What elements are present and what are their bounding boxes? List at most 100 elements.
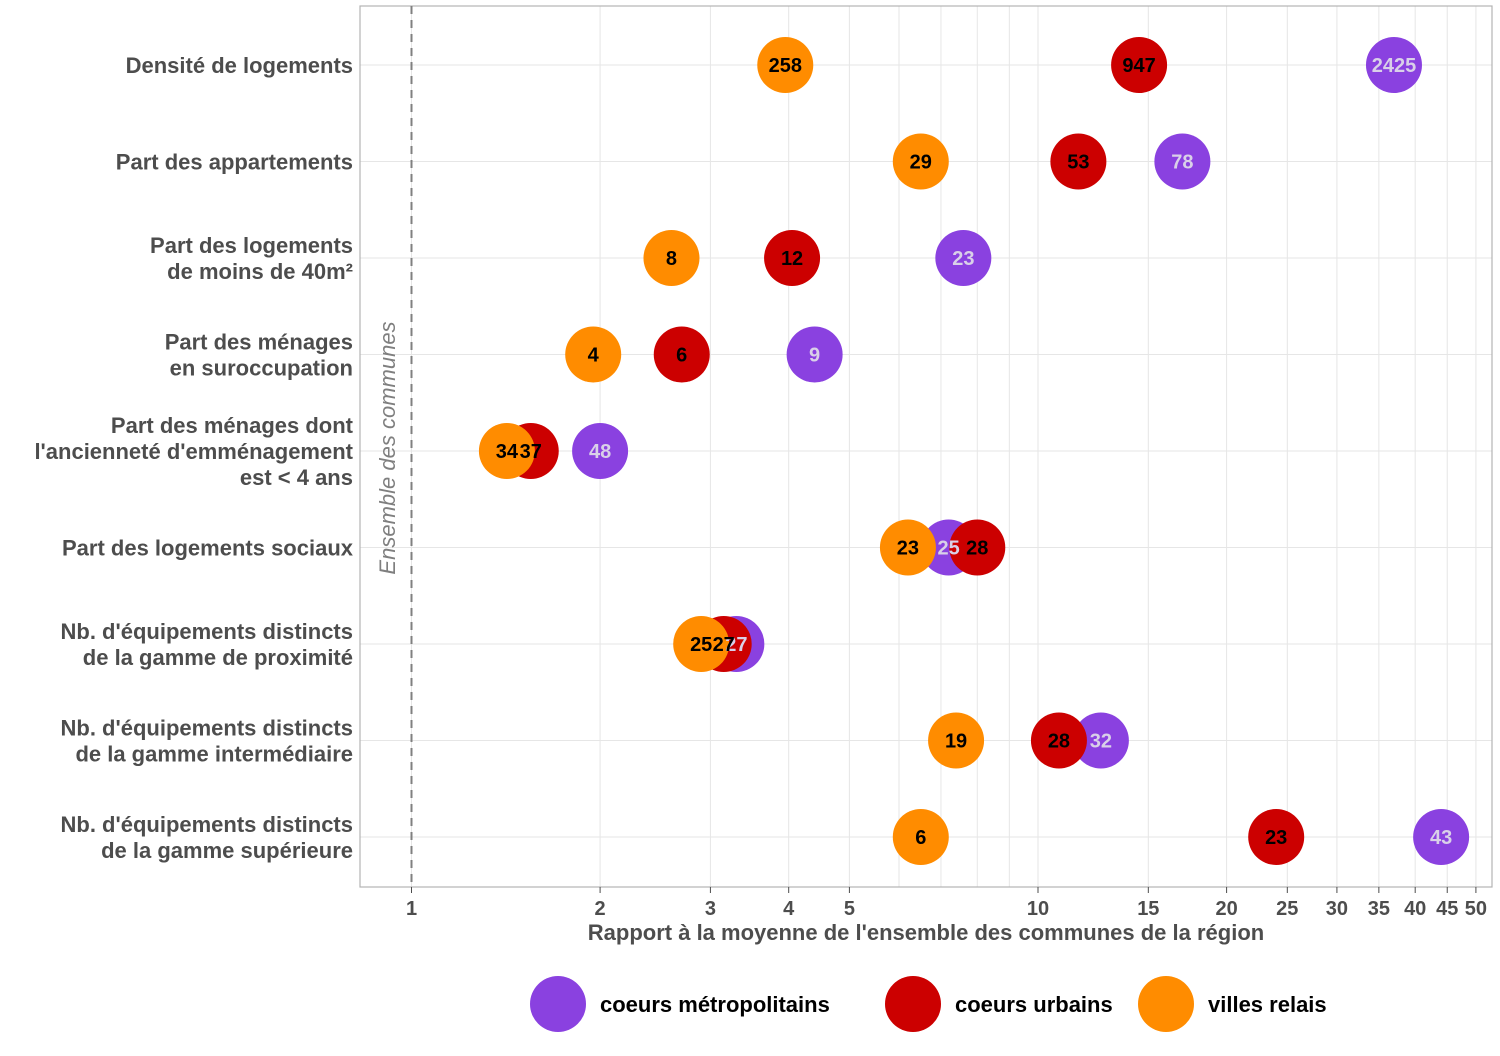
category-label: Part des ménages dont — [111, 413, 354, 438]
category-label: de la gamme supérieure — [101, 838, 353, 863]
legend-swatch — [530, 976, 586, 1032]
x-tick-label: 50 — [1465, 898, 1487, 920]
legend-label: coeurs urbains — [955, 992, 1113, 1017]
data-point-label: 4 — [588, 345, 600, 367]
x-tick-label: 25 — [1276, 898, 1298, 920]
data-point-label: 947 — [1122, 55, 1155, 77]
data-point-label: 19 — [945, 731, 967, 753]
data-point — [1072, 712, 1129, 769]
data-point — [1050, 133, 1107, 190]
data-point — [1030, 712, 1087, 769]
point-labels: 2425782394825273243947531263728272823258… — [496, 55, 1452, 849]
data-point — [935, 230, 992, 286]
category-label: Densité de logements — [126, 53, 353, 78]
data-point-label: 2425 — [1372, 55, 1417, 77]
data-point-label: 43 — [1430, 827, 1452, 849]
data-point-label: 53 — [1067, 152, 1089, 174]
data-point-label: 28 — [966, 538, 988, 560]
data-point — [786, 326, 843, 383]
data-point — [928, 712, 985, 769]
reference-line-group: Ensemble des communes — [375, 6, 413, 887]
x-tick-label: 3 — [705, 898, 716, 920]
x-tick-label: 20 — [1215, 898, 1237, 920]
x-tick-label: 45 — [1436, 898, 1458, 920]
legend-swatch — [885, 976, 941, 1032]
data-point — [572, 423, 629, 479]
x-axis-ticks: 1 2 3 4 5 10 15 20 25 30 35 40 45 50 — [406, 887, 1487, 920]
data-point-label: 6 — [915, 827, 926, 849]
category-label: est < 4 ans — [240, 465, 353, 490]
data-point-label: 32 — [1090, 731, 1112, 753]
legend-label: villes relais — [1208, 992, 1327, 1017]
x-axis-title: Rapport à la moyenne de l'ensemble des c… — [588, 920, 1264, 945]
data-point — [673, 616, 730, 672]
x-tick-label: 1 — [406, 898, 417, 920]
x-tick-label: 4 — [783, 898, 795, 920]
legend-label: coeurs métropolitains — [600, 992, 830, 1017]
data-point — [879, 519, 936, 576]
data-point — [892, 809, 949, 865]
legend: coeurs métropolitains coeurs urbains ville… — [530, 976, 1327, 1032]
data-point-label: 48 — [589, 441, 611, 463]
category-label: Nb. d'équipements distincts — [61, 812, 354, 837]
data-point-label: 23 — [1265, 827, 1287, 849]
data-point — [1365, 37, 1422, 93]
data-point — [653, 326, 710, 383]
data-point-label: 25 — [937, 538, 959, 560]
data-point-label: 78 — [1171, 152, 1193, 174]
legend-swatch — [1138, 976, 1194, 1032]
data-point-label: 29 — [910, 152, 932, 174]
data-point — [1248, 809, 1305, 865]
category-label: Part des appartements — [116, 150, 353, 175]
data-point-label: 12 — [781, 248, 803, 270]
data-point — [757, 37, 814, 93]
legend-item: coeurs urbains — [885, 976, 1113, 1032]
x-tick-label: 40 — [1404, 898, 1426, 920]
data-point-label: 8 — [666, 248, 677, 270]
category-label: Nb. d'équipements distincts — [61, 716, 354, 741]
data-point-label: 258 — [769, 55, 802, 77]
category-label: l'ancienneté d'emménagement — [34, 439, 353, 464]
data-point — [478, 423, 535, 479]
data-point — [565, 326, 622, 383]
legend-item: villes relais — [1138, 976, 1327, 1032]
x-tick-label: 5 — [844, 898, 855, 920]
data-points: 2425782394825273243947531263728272823258… — [478, 37, 1470, 865]
x-tick-label: 35 — [1368, 898, 1390, 920]
x-tick-label: 2 — [595, 898, 606, 920]
data-point-label: 27 — [713, 634, 735, 656]
data-point-label: 28 — [1048, 731, 1070, 753]
data-point — [1413, 809, 1470, 865]
plot-panel-border — [359, 5, 1493, 888]
data-point-label: 37 — [520, 441, 542, 463]
data-point — [892, 133, 949, 190]
data-point — [764, 230, 821, 286]
data-point-label: 23 — [897, 538, 919, 560]
category-label: Part des ménages — [165, 330, 353, 355]
category-label: de la gamme de proximité — [83, 645, 353, 670]
category-label: Part des logements — [150, 233, 353, 258]
x-tick-label: 15 — [1137, 898, 1159, 920]
data-point-label: 34 — [496, 441, 519, 463]
category-label: Part des logements sociaux — [62, 536, 354, 561]
category-labels: Densité de logements Part des appartement… — [34, 53, 353, 863]
data-point-label: 9 — [809, 345, 820, 367]
data-point — [1154, 133, 1211, 190]
x-tick-label: 10 — [1027, 898, 1049, 920]
point-circles — [478, 37, 1470, 865]
legend-item: coeurs métropolitains — [530, 976, 830, 1032]
data-point-label: 23 — [952, 248, 974, 270]
data-point-label: 27 — [725, 634, 747, 656]
data-point — [949, 519, 1006, 576]
category-label: de moins de 40m² — [167, 259, 353, 284]
x-tick-label: 30 — [1326, 898, 1348, 920]
reference-line-label: Ensemble des communes — [375, 321, 400, 574]
category-label: de la gamme intermédiaire — [75, 742, 353, 767]
data-point-label: 25 — [690, 634, 712, 656]
category-label: en suroccupation — [170, 356, 353, 381]
category-label: Nb. d'équipements distincts — [61, 619, 354, 644]
data-point — [1111, 37, 1168, 93]
data-point-label: 6 — [676, 345, 687, 367]
data-point — [643, 230, 700, 286]
